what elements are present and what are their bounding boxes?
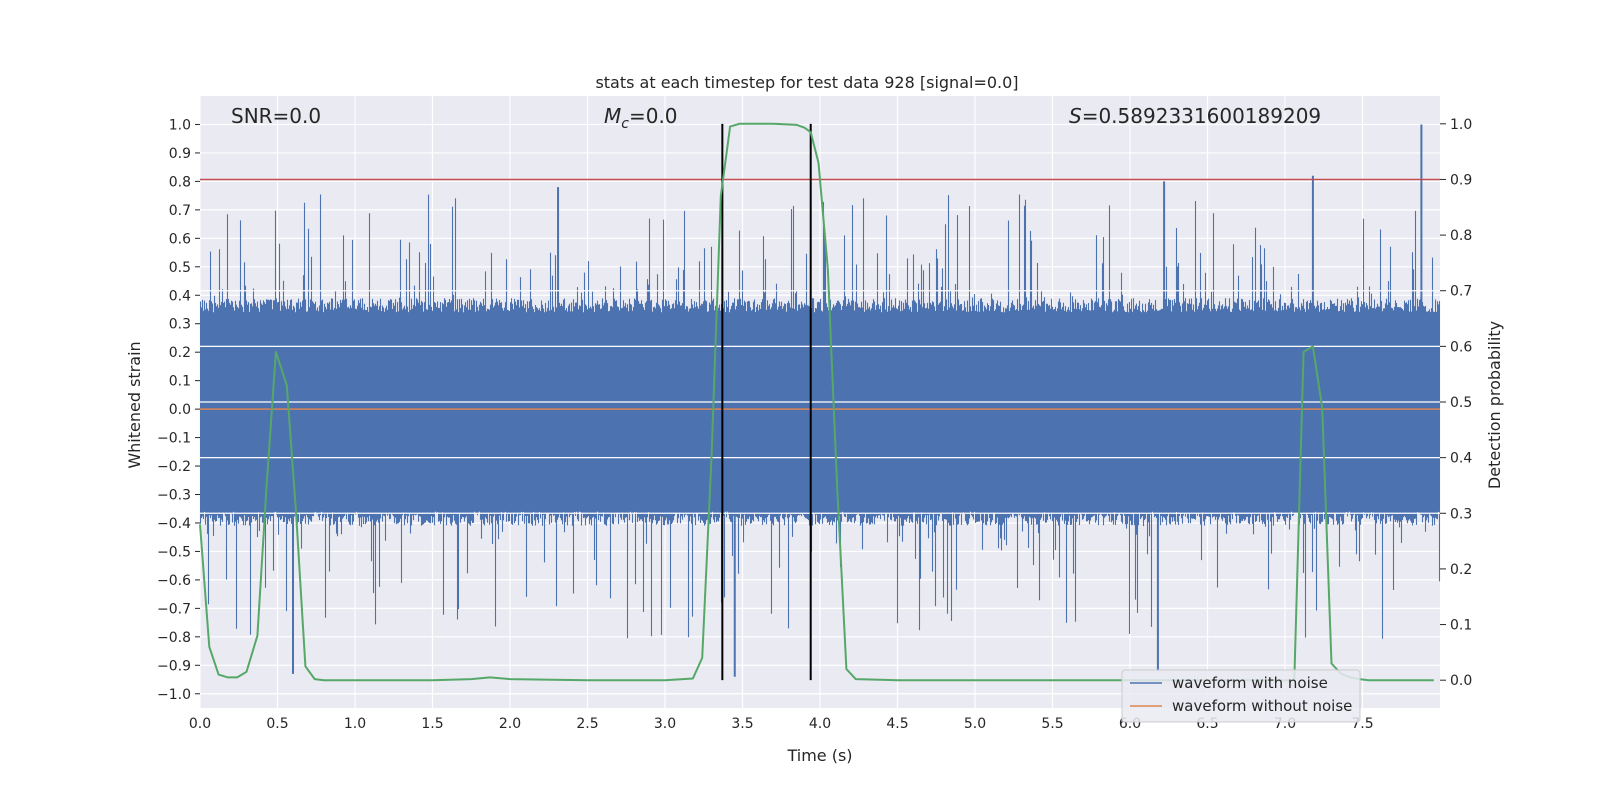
y-tick-label: 0.4	[169, 288, 191, 304]
chirp-mass-annotation: Mc=0.0	[604, 104, 678, 132]
legend-box	[1121, 669, 1361, 723]
x-tick-label: 5.5	[1041, 716, 1063, 732]
y-tick-label: −0.3	[157, 488, 191, 504]
legend-label-clean: waveform without noise	[1172, 697, 1352, 715]
y2-tick-label: 0.2	[1450, 562, 1472, 578]
y-tick-label: 0.7	[169, 203, 191, 219]
y-tick-label: −0.6	[157, 573, 191, 589]
y-tick-label: −1.0	[157, 687, 191, 703]
chirp-mass-subscript: c	[621, 116, 629, 132]
y2-tick-label: 0.7	[1450, 284, 1472, 300]
y-tick-label: −0.9	[157, 658, 191, 674]
noise-waveform-series	[199, 124, 1441, 677]
y-tick-label: 1.0	[169, 117, 191, 133]
y-tick-label: 0.0	[169, 402, 191, 418]
x-tick-label: 4.5	[886, 716, 908, 732]
score-symbol: S	[1069, 104, 1082, 128]
y2-tick-label: 1.0	[1450, 117, 1472, 133]
score-value: =0.5892331600189209	[1082, 104, 1321, 128]
y-tick-label: 0.2	[169, 345, 191, 361]
y-tick-label: 0.3	[169, 317, 191, 333]
y-tick-label: 0.1	[169, 374, 191, 390]
y2-tick-label: 0.0	[1450, 673, 1472, 689]
x-axis-label: Time (s)	[786, 746, 852, 765]
y2-tick-label: 0.3	[1450, 506, 1472, 522]
x-tick-label: 3.0	[654, 716, 676, 732]
x-tick-label: 3.5	[731, 716, 753, 732]
y2-tick-label: 0.1	[1450, 618, 1472, 634]
y-tick-label: −0.4	[157, 516, 191, 532]
chart-title: stats at each timestep for test data 928…	[595, 73, 1018, 92]
y2-tick-label: 0.5	[1450, 395, 1472, 411]
y2-tick-label: 0.8	[1450, 228, 1472, 244]
y2-tick-label: 0.9	[1450, 172, 1472, 188]
y-tick-label: 0.9	[169, 146, 191, 162]
y2-tick-label: 0.4	[1450, 451, 1472, 467]
y-tick-label: 0.6	[169, 231, 191, 247]
legend-label-noise: waveform with noise	[1172, 674, 1328, 692]
y2-axis-label: Detection probability	[1485, 321, 1504, 489]
chirp-mass-symbol: M	[604, 104, 621, 128]
y-tick-label: −0.1	[157, 431, 191, 447]
x-tick-label: 2.0	[499, 716, 521, 732]
x-tick-label: 2.5	[576, 716, 598, 732]
x-tick-label: 1.0	[344, 716, 366, 732]
noise-waveform-line	[199, 194, 1441, 639]
y-tick-label: −0.8	[157, 630, 191, 646]
y-axis-left: −1.0 −0.9 −0.8 −0.7 −0.6 −0.5 −0.4 −0.3 −0.2 −0.1…	[157, 117, 200, 703]
y2-tick-label: 0.6	[1450, 339, 1472, 355]
snr-annotation: SNR=0.0	[231, 104, 321, 128]
y-tick-label: 0.8	[169, 174, 191, 190]
y-axis-label: Whitened strain	[125, 341, 144, 468]
legend: waveform with noise waveform without noi…	[1121, 669, 1361, 723]
y-tick-label: −0.5	[157, 544, 191, 560]
x-tick-label: 4.0	[809, 716, 831, 732]
x-tick-label: 5.0	[964, 716, 986, 732]
y-axis-right: 0.0 0.1 0.2 0.3 0.4 0.5 0.6 0.7 0.8 0.9 1.0	[1440, 117, 1472, 689]
y-tick-label: 0.5	[169, 260, 191, 276]
x-tick-label: 1.5	[421, 716, 443, 732]
y-tick-label: −0.7	[157, 601, 191, 617]
score-annotation: S=0.5892331600189209	[1069, 104, 1321, 128]
x-tick-label: 0.0	[189, 716, 211, 732]
y-tick-label: −0.2	[157, 459, 191, 475]
chirp-mass-value: =0.0	[629, 104, 678, 128]
x-tick-label: 0.5	[266, 716, 288, 732]
